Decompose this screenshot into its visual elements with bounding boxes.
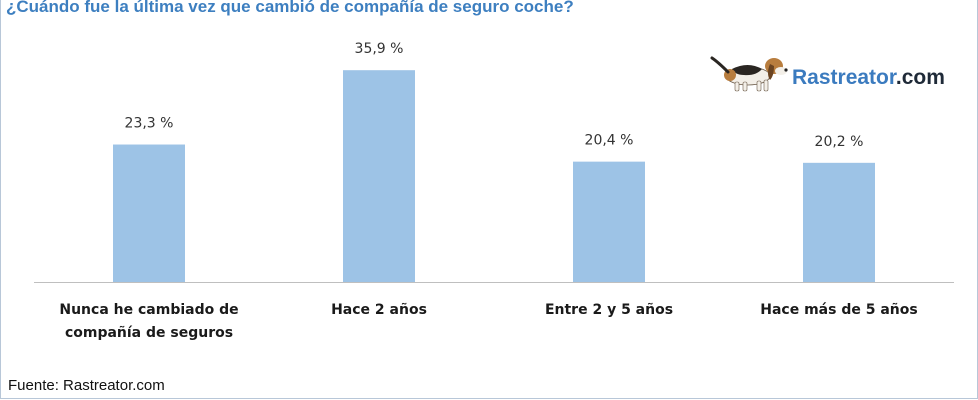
data-label-0: 23,3 % (125, 116, 174, 132)
bar-1 (343, 70, 415, 282)
category-label-0-line-1: compañía de seguros (65, 325, 233, 341)
logo-text: Rastreator.com (792, 66, 945, 90)
chart-title: ¿Cuándo fue la última vez que cambió de … (6, 0, 574, 16)
bar-0 (113, 144, 185, 282)
category-label-3: Hace más de 5 años (760, 302, 917, 318)
basset-dog-icon (710, 56, 788, 92)
category-label-1: Hace 2 años (331, 302, 427, 318)
logo-brand: Rastreator (792, 66, 896, 89)
bar-3 (803, 162, 875, 282)
bar-2 (573, 161, 645, 282)
category-label-2: Entre 2 y 5 años (545, 302, 673, 318)
data-label-2: 20,4 % (585, 133, 634, 149)
logo-tld: .com (895, 66, 945, 89)
source-note: Fuente: Rastreator.com (8, 377, 165, 394)
data-label-3: 20,2 % (815, 134, 864, 150)
category-label-0-line-0: Nunca he cambiado de (59, 302, 238, 318)
rastreator-logo: Rastreator.com (708, 52, 968, 96)
data-label-1: 35,9 % (355, 41, 404, 57)
